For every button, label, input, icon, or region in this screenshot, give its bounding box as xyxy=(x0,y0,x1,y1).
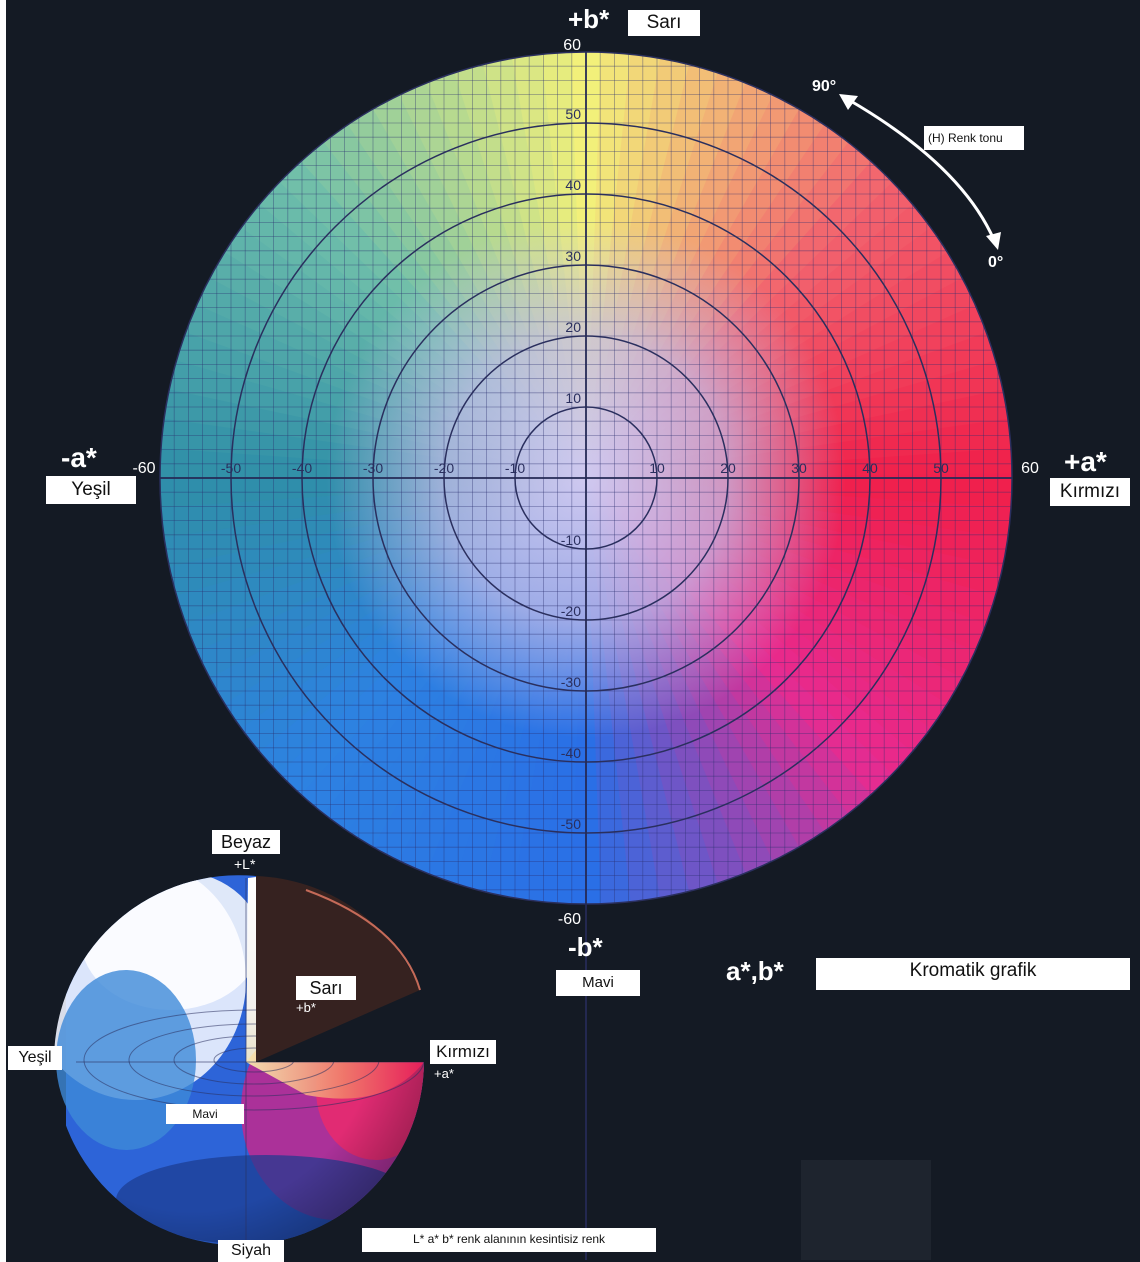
plus-a-label: +a* xyxy=(1064,446,1107,477)
a-axis-tick-label: 10 xyxy=(649,460,665,476)
a-axis-tick-label: 40 xyxy=(862,460,878,476)
sphere-red-label: Kırmızı xyxy=(430,1040,496,1064)
color-diagram-stage: -60 -50 -40 -30 -20 -10 10 20 30 40 50 60 60 50 40 30 20… xyxy=(6,0,1140,1262)
b-axis-tick-label: -30 xyxy=(561,674,581,690)
ab-title: a*,b* xyxy=(726,956,784,986)
b-axis-tick-label: -50 xyxy=(561,816,581,832)
sphere-plus-a-label: +a* xyxy=(434,1066,454,1081)
sphere-yellow-label: Sarı xyxy=(296,976,356,1000)
minus-b-label: -b* xyxy=(568,932,603,962)
sphere-black-label: Siyah xyxy=(218,1240,284,1262)
sphere-blue-label: Mavi xyxy=(166,1104,244,1124)
b-axis-tick-label: 10 xyxy=(565,390,581,406)
b-axis-tick-label: 40 xyxy=(565,177,581,193)
caption: L* a* b* renk alanının kesintisiz renk xyxy=(362,1228,656,1252)
green-label: Yeşil xyxy=(46,476,136,504)
a-axis-tick-label: -10 xyxy=(505,460,525,476)
a-axis-tick-label: 60 xyxy=(1021,460,1039,477)
chromatic-chart-title: Kromatik grafik xyxy=(816,958,1130,990)
b-axis-tick-label: -60 xyxy=(558,911,581,928)
sphere-green-label: Yeşil xyxy=(8,1046,62,1070)
b-axis-tick-label: 30 xyxy=(565,248,581,264)
lab-color-sphere xyxy=(54,875,425,1246)
a-axis-tick-label: 50 xyxy=(933,460,949,476)
a-axis-tick-label: -50 xyxy=(221,460,241,476)
sphere-plus-l-label: +L* xyxy=(234,856,256,872)
hue-start-angle: 90° xyxy=(812,78,837,95)
sphere-plus-b-label: +b* xyxy=(296,1000,316,1015)
b-axis-tick-label: 50 xyxy=(565,106,581,122)
blue-label: Mavi xyxy=(556,970,640,996)
hue-label: (H) Renk tonu xyxy=(924,126,1024,150)
hue-disc xyxy=(160,52,1012,904)
a-axis-tick-label: -30 xyxy=(363,460,383,476)
yellow-label: Sarı xyxy=(628,10,700,36)
hue-end-angle: 0° xyxy=(988,254,1004,271)
a-axis-tick-label: -40 xyxy=(292,460,312,476)
plus-b-label: +b* xyxy=(568,4,610,34)
a-axis-tick-label: 20 xyxy=(720,460,736,476)
b-axis-tick-label: 60 xyxy=(563,37,581,54)
b-axis-tick-label: 20 xyxy=(565,319,581,335)
dark-patch xyxy=(801,1160,931,1260)
b-axis-tick-label: -20 xyxy=(561,603,581,619)
sphere-white-label: Beyaz xyxy=(212,830,280,854)
b-axis-tick-label: -40 xyxy=(561,745,581,761)
minus-a-label: -a* xyxy=(61,442,97,473)
b-axis-tick-label: -10 xyxy=(561,532,581,548)
cielab-chromaticity-diagram: -60 -50 -40 -30 -20 -10 10 20 30 40 50 60 60 50 40 30 20… xyxy=(54,37,1039,1260)
red-label: Kırmızı xyxy=(1050,478,1130,506)
a-axis-tick-label: -20 xyxy=(434,460,454,476)
a-axis-tick-label: -60 xyxy=(132,460,155,477)
a-axis-tick-label: 30 xyxy=(791,460,807,476)
hue-arrow xyxy=(839,94,1001,250)
